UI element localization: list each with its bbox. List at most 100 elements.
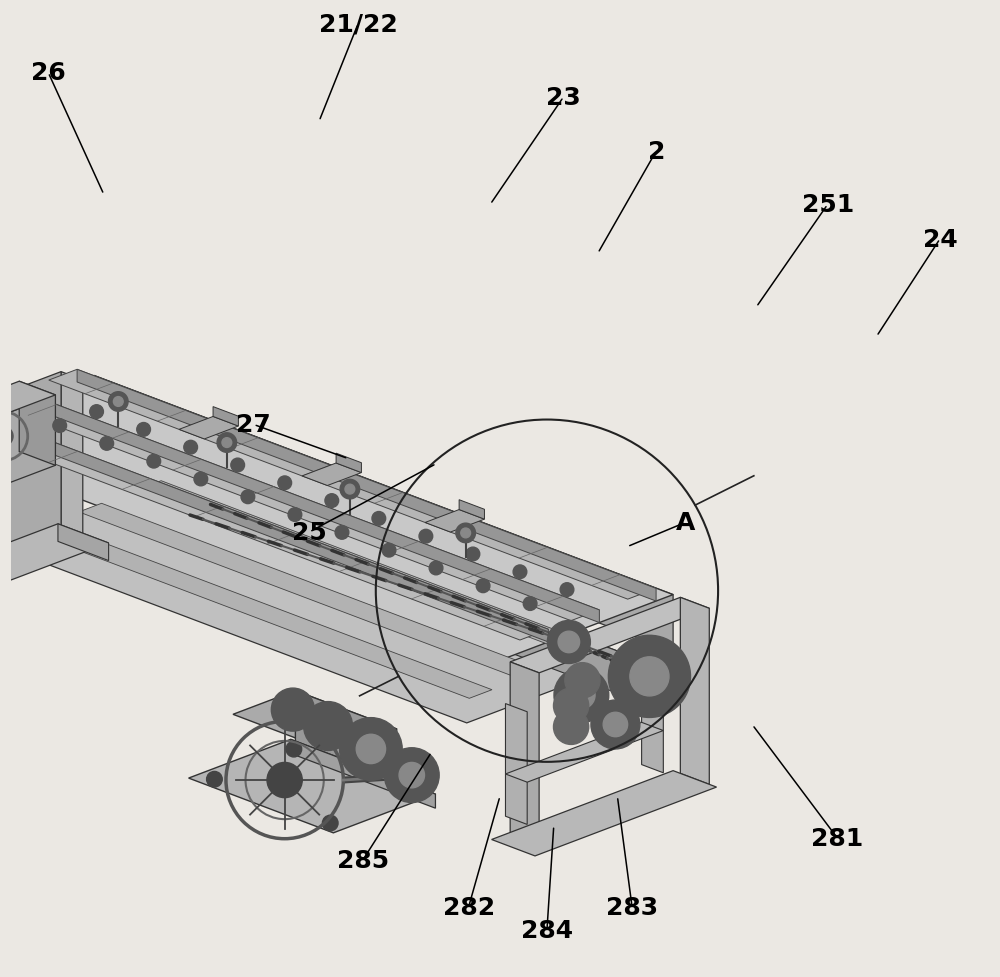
Circle shape xyxy=(558,631,580,653)
Circle shape xyxy=(207,772,222,787)
Circle shape xyxy=(340,480,360,499)
Circle shape xyxy=(267,763,302,798)
Circle shape xyxy=(147,455,161,469)
Text: 284: 284 xyxy=(521,918,573,942)
Circle shape xyxy=(194,473,208,487)
Polygon shape xyxy=(0,396,55,491)
Circle shape xyxy=(325,494,339,508)
Polygon shape xyxy=(77,370,656,602)
Circle shape xyxy=(322,816,338,831)
Polygon shape xyxy=(510,662,539,849)
Polygon shape xyxy=(138,482,603,657)
Polygon shape xyxy=(505,723,663,783)
Circle shape xyxy=(603,712,628,737)
Text: 251: 251 xyxy=(802,193,854,217)
Circle shape xyxy=(554,668,609,723)
Polygon shape xyxy=(61,372,83,535)
Text: 282: 282 xyxy=(443,895,495,918)
Circle shape xyxy=(429,562,443,575)
Circle shape xyxy=(184,441,198,454)
Polygon shape xyxy=(295,691,397,786)
Circle shape xyxy=(523,597,537,611)
Circle shape xyxy=(553,689,589,724)
Polygon shape xyxy=(0,392,599,621)
Circle shape xyxy=(345,485,355,494)
Circle shape xyxy=(137,423,150,437)
Polygon shape xyxy=(0,382,55,421)
Circle shape xyxy=(278,477,292,490)
Circle shape xyxy=(402,786,417,801)
Polygon shape xyxy=(291,740,435,808)
Circle shape xyxy=(372,512,386,526)
Circle shape xyxy=(513,566,527,579)
Circle shape xyxy=(608,636,691,718)
Circle shape xyxy=(461,529,471,538)
Text: 26: 26 xyxy=(31,62,66,85)
Polygon shape xyxy=(28,523,492,699)
Text: A: A xyxy=(676,511,696,534)
Polygon shape xyxy=(0,410,548,640)
Circle shape xyxy=(109,393,128,412)
Polygon shape xyxy=(189,740,435,833)
Text: 27: 27 xyxy=(236,413,271,437)
Text: 2: 2 xyxy=(648,140,665,163)
Circle shape xyxy=(217,434,237,453)
Circle shape xyxy=(335,526,349,539)
Circle shape xyxy=(419,530,433,543)
Circle shape xyxy=(340,718,402,781)
Circle shape xyxy=(241,490,255,504)
Circle shape xyxy=(90,405,103,419)
Text: 25: 25 xyxy=(292,521,327,544)
Polygon shape xyxy=(179,417,238,440)
Polygon shape xyxy=(19,382,55,466)
Text: 21/22: 21/22 xyxy=(319,13,398,36)
Polygon shape xyxy=(642,653,663,773)
Circle shape xyxy=(476,579,490,593)
Circle shape xyxy=(553,709,589,744)
Polygon shape xyxy=(0,410,548,642)
Polygon shape xyxy=(233,691,397,753)
Circle shape xyxy=(0,427,13,446)
Circle shape xyxy=(231,458,245,472)
Text: 23: 23 xyxy=(546,86,581,109)
Circle shape xyxy=(560,583,574,597)
Circle shape xyxy=(568,682,595,709)
Circle shape xyxy=(456,524,475,543)
Polygon shape xyxy=(20,392,599,623)
Circle shape xyxy=(466,547,480,561)
Polygon shape xyxy=(510,598,709,673)
Text: 281: 281 xyxy=(811,827,864,850)
Text: 24: 24 xyxy=(923,228,957,251)
Polygon shape xyxy=(0,372,61,576)
Polygon shape xyxy=(336,453,361,473)
Circle shape xyxy=(399,763,424,788)
Polygon shape xyxy=(492,771,717,856)
Polygon shape xyxy=(79,504,543,679)
Polygon shape xyxy=(0,376,94,497)
Circle shape xyxy=(288,508,302,522)
Circle shape xyxy=(286,742,302,757)
Polygon shape xyxy=(302,463,361,486)
Text: 283: 283 xyxy=(606,895,658,918)
Circle shape xyxy=(382,544,396,558)
Polygon shape xyxy=(0,376,673,659)
Polygon shape xyxy=(0,525,109,604)
Polygon shape xyxy=(167,481,637,701)
Circle shape xyxy=(100,437,114,450)
Polygon shape xyxy=(213,407,238,427)
Polygon shape xyxy=(459,500,484,520)
Polygon shape xyxy=(505,703,527,825)
Circle shape xyxy=(591,701,640,749)
Circle shape xyxy=(565,663,600,699)
Circle shape xyxy=(113,398,123,407)
Circle shape xyxy=(222,439,232,448)
Polygon shape xyxy=(425,510,484,532)
Polygon shape xyxy=(49,370,656,600)
Polygon shape xyxy=(58,525,109,561)
Polygon shape xyxy=(0,481,637,723)
Circle shape xyxy=(630,658,669,697)
Polygon shape xyxy=(94,376,673,652)
Circle shape xyxy=(53,419,67,433)
Circle shape xyxy=(356,735,386,764)
Text: 285: 285 xyxy=(337,848,389,871)
